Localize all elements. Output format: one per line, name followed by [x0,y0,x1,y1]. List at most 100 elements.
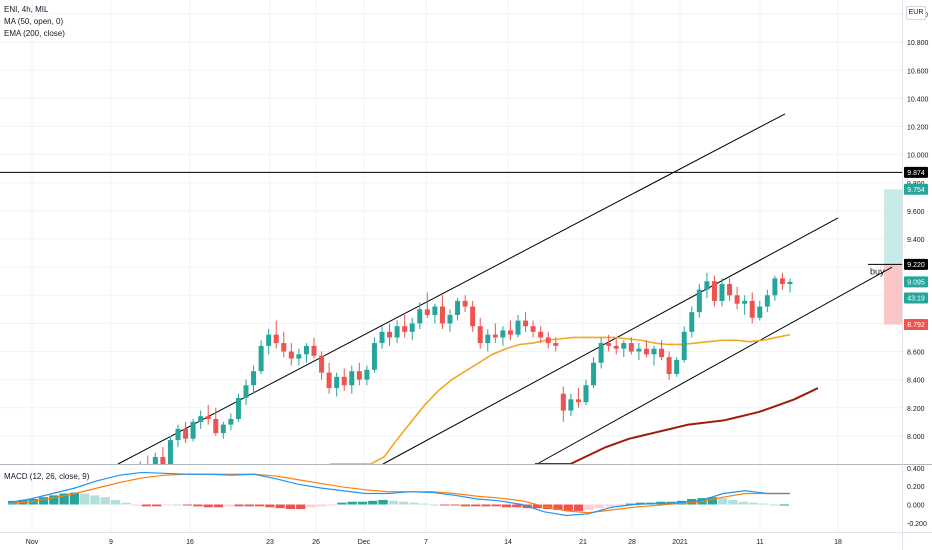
macd-histogram-bar [573,504,584,511]
candle-body [364,369,370,380]
macd-histogram-bar [131,504,141,506]
candle-body [583,385,589,403]
macd-histogram-bar [553,504,563,510]
macd-histogram-bar [224,504,234,507]
time-tick-label: 7 [424,539,428,546]
macd-tick-label: 0.000 [907,503,925,510]
signal-line [7,473,790,514]
macd-histogram-bar [254,504,265,507]
candle-body [643,348,649,355]
candle-body [447,314,453,324]
macd-histogram-bar [275,504,285,509]
macd-histogram-bar [347,501,357,505]
price-label-text-entry: 9.220 [907,262,925,269]
macd-histogram-bar [707,497,717,505]
loss-zone [884,264,902,325]
candle-body [356,371,362,380]
candle-body [213,419,219,434]
macd-histogram-bar [748,502,759,505]
macd-histogram-bar [100,497,110,505]
candle-body [432,306,438,315]
macd-histogram-bar [49,495,59,505]
macd-histogram-bar [512,504,522,508]
symbol-legend[interactable]: ENI, 4h, MIL [4,5,49,14]
candle-body [507,330,513,335]
candle-body [575,399,581,403]
macd-histogram-bar [265,504,275,508]
price-tick-label: 8.000 [907,434,925,441]
macd-tick-label: -0.200 [907,521,927,528]
candle-body [553,343,559,346]
macd-tick-label: 0.200 [907,484,925,491]
candle-body [417,309,423,324]
macd-histogram-bar [604,504,615,507]
macd-histogram-bar [326,504,337,506]
macd-histogram-bar [141,504,152,507]
macd-pane [0,464,932,533]
macd-histogram-bar [563,504,573,511]
macd-legend[interactable]: MACD (12, 26, close, 9) [4,472,90,481]
candle-body [296,354,302,359]
price-label-entry [904,258,928,270]
price-label-last [904,276,928,288]
macd-histogram-bar [759,503,769,505]
macd-histogram-bar [110,499,121,505]
ema-legend[interactable]: EMA (200, close) [4,29,65,38]
candle-body [719,284,725,301]
price-label-stop [904,319,928,331]
candle-body [523,320,529,327]
candle-body [258,345,264,372]
macd-histogram-bar [419,503,429,505]
position-zones [884,189,902,325]
candle-body [319,355,325,373]
price-tick-label: 10.200 [907,125,929,132]
candle-body [349,371,355,386]
candle-body [734,295,740,304]
candle-body [659,348,665,358]
currency-badge[interactable]: EUR [906,6,926,20]
candle-body [711,281,717,301]
candle-body [455,300,461,315]
price-tick-label: 10.400 [907,96,929,103]
price-tick-label: 8.400 [907,378,925,385]
price-label-text-stop: 8.792 [907,322,925,329]
candle-body [651,348,657,355]
macd-histogram-bar [285,504,296,510]
candle-body [757,306,763,318]
macd-histogram-bar [182,504,193,506]
candle-body [379,331,385,344]
macd-histogram-bar [337,502,347,505]
macd-histogram-bar [471,504,481,507]
macd-histogram-bar [378,499,388,505]
macd-histogram-bar [388,500,398,505]
macd-histogram-bar [460,504,471,507]
trendlines: buy [0,113,902,465]
candle-body [704,281,710,290]
price-label-text-last: 9.095 [907,279,925,286]
candle-body [772,278,778,296]
macd-histogram-bar [429,504,440,506]
time-tick-label: Nov [26,539,39,546]
price-labels: 9.874 9.754 9.220 9.095 43:19 8.792 [904,166,928,331]
candle-body [515,320,521,335]
candle-body [787,281,793,285]
candle-body [205,416,211,420]
ma-legend[interactable]: MA (50, open, 0) [4,17,64,26]
price-tick-label: 8.600 [907,350,925,357]
candle-body [674,359,680,375]
macd-histogram-bar [90,495,100,505]
candle-body [462,300,468,307]
candle-body [696,289,702,313]
macd-tick-label: 0.400 [907,466,925,473]
candle-body [636,348,642,352]
macd-histogram-bar [779,504,789,506]
price-label-countdown [904,292,928,304]
time-tick-label: 26 [312,539,320,546]
macd-histogram-bar [769,504,779,506]
candle-body [281,343,287,352]
macd-histogram-bar [717,498,728,505]
time-tick-label: 16 [186,539,194,546]
candle-body [311,345,317,356]
macd-histogram-bar [625,503,635,505]
